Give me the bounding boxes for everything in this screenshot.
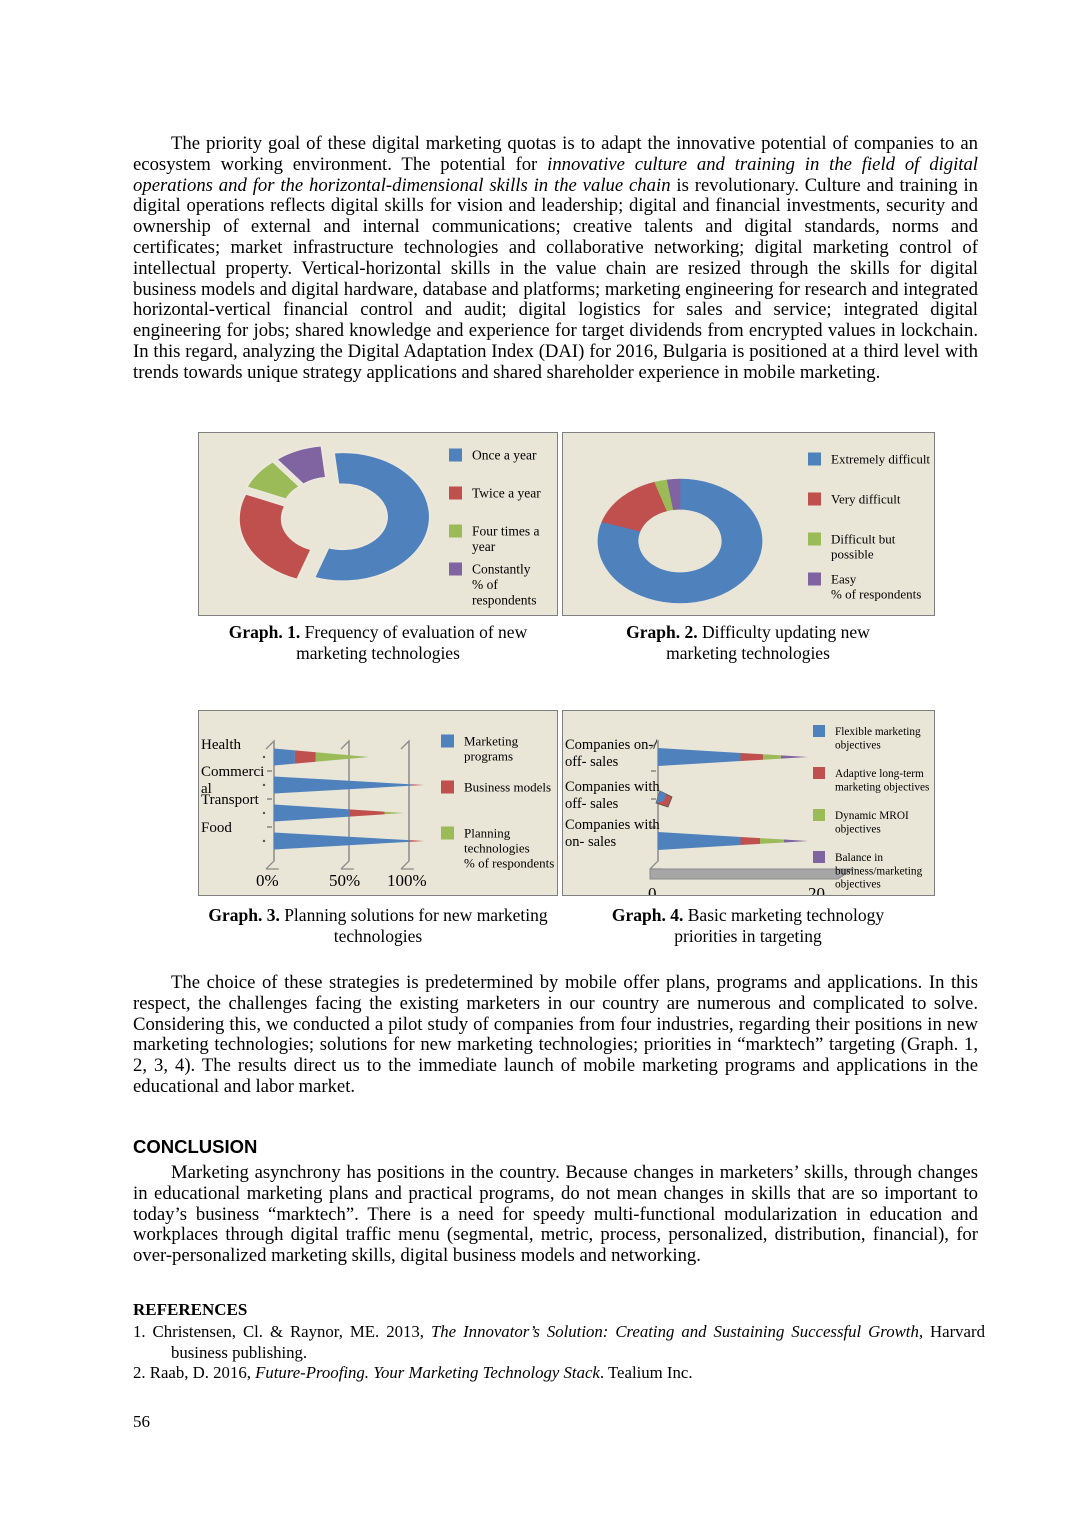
svg-text:0%: 0%: [256, 871, 279, 890]
svg-text:objectives: objectives: [835, 823, 881, 835]
svg-text:Once a year: Once a year: [472, 448, 537, 463]
svg-text:Companies on-/: Companies on-/: [565, 737, 658, 753]
svg-text:year: year: [472, 539, 496, 554]
svg-text:Food: Food: [201, 820, 232, 836]
svg-text:50%: 50%: [329, 871, 360, 890]
svg-text:Business models: Business models: [464, 780, 551, 795]
svg-text:possible: possible: [831, 547, 874, 562]
svg-text:Balance in: Balance in: [835, 852, 883, 864]
svg-text:Commerci: Commerci: [201, 764, 264, 780]
svg-text:Very difficult: Very difficult: [831, 492, 901, 507]
svg-text:Transport: Transport: [201, 792, 260, 808]
svg-text:Difficult but: Difficult but: [831, 532, 896, 547]
svg-text:20: 20: [808, 884, 825, 896]
svg-text:Companies with: Companies with: [565, 817, 660, 833]
svg-text:Health: Health: [201, 737, 241, 753]
svg-text:% of respondents: % of respondents: [831, 587, 921, 602]
svg-text:objectives: objectives: [835, 739, 881, 751]
svg-text:programs: programs: [464, 749, 513, 764]
svg-text:Extremely difficult: Extremely difficult: [831, 452, 930, 467]
svg-text:Constantly: Constantly: [472, 562, 531, 577]
svg-text:% of respondents: % of respondents: [464, 856, 554, 871]
svg-text:on- sales: on- sales: [565, 834, 616, 850]
svg-text:Flexible marketing: Flexible marketing: [835, 726, 921, 738]
svg-text:objectives: objectives: [835, 879, 881, 891]
svg-text:Companies with: Companies with: [565, 779, 660, 795]
svg-text:off- sales: off- sales: [565, 796, 619, 812]
svg-text:Dynamic MROI: Dynamic MROI: [835, 810, 909, 822]
svg-text:Easy: Easy: [831, 572, 857, 587]
svg-text:0: 0: [648, 884, 657, 896]
svg-text:% of: % of: [472, 577, 498, 592]
svg-text:Marketing: Marketing: [464, 734, 519, 749]
svg-text:Twice a year: Twice a year: [472, 486, 541, 501]
svg-text:technologies: technologies: [464, 841, 530, 856]
svg-text:100%: 100%: [387, 871, 427, 890]
svg-text:Adaptive long-term: Adaptive long-term: [835, 768, 924, 780]
svg-text:Planning: Planning: [464, 826, 511, 841]
svg-text:respondents: respondents: [472, 593, 537, 608]
svg-text:Four times a: Four times a: [472, 524, 540, 539]
svg-text:business/marketing: business/marketing: [835, 865, 923, 877]
svg-text:off- sales: off- sales: [565, 754, 619, 770]
svg-text:marketing objectives: marketing objectives: [835, 781, 929, 793]
